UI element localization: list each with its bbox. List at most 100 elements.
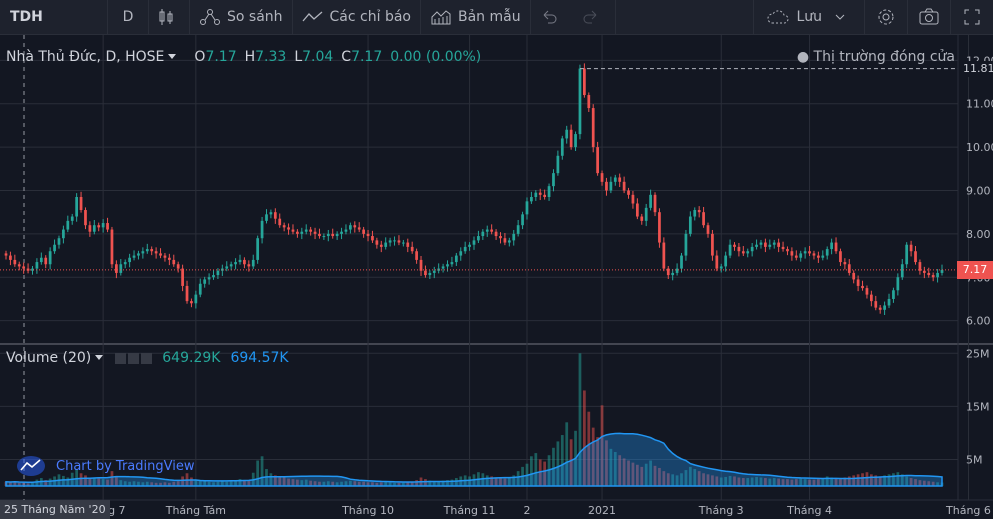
close-icon[interactable] [141, 352, 153, 364]
candle-body [706, 225, 710, 234]
volume-bar [44, 480, 48, 486]
candle-body [75, 197, 79, 217]
redo-icon [583, 10, 596, 24]
settings-button[interactable] [864, 0, 907, 34]
volume-bar [66, 477, 70, 486]
settings-icon[interactable] [128, 352, 140, 364]
volume-bar [843, 477, 847, 486]
compare-button[interactable]: So sánh [190, 0, 293, 34]
candle-body [313, 231, 317, 234]
candle-body [106, 223, 109, 230]
candle-body [39, 257, 43, 263]
volume-ma-value: 694.57K [230, 350, 289, 366]
volume-bar [706, 474, 710, 486]
volume-bar [711, 475, 714, 486]
candle-body [591, 108, 595, 148]
volume-bar [565, 422, 569, 486]
volume-bar [922, 480, 926, 486]
candle-body [613, 177, 617, 182]
volume-bar [794, 479, 798, 486]
volume-bar [132, 481, 136, 486]
candle-body [874, 301, 878, 308]
volume-bar [812, 479, 816, 486]
candle-body [507, 240, 511, 243]
time-tick-label: Tháng 11 [443, 504, 496, 517]
price-tick-label: 8.00 [966, 228, 991, 241]
top-toolbar: TDH D So sánh Các chỉ báo Bản mẫu Lưu [0, 0, 993, 35]
symbol-label: TDH [10, 9, 43, 25]
volume-bar [596, 437, 599, 486]
candle-body [145, 249, 149, 252]
volume-ma-area [5, 432, 943, 487]
candle-body [852, 272, 856, 280]
save-button[interactable]: Lưu [753, 0, 864, 34]
candle-body [207, 277, 211, 280]
high-label: H [244, 49, 256, 65]
undo-button[interactable] [531, 0, 573, 34]
volume-tick-label: 15M [966, 400, 990, 413]
candle-body [172, 259, 176, 265]
fullscreen-button[interactable] [950, 0, 993, 34]
candle-body [516, 225, 520, 234]
volume-bar [605, 440, 608, 486]
volume-title[interactable]: Volume (20) [6, 350, 92, 366]
volume-bar [110, 471, 114, 486]
chart-grid [0, 35, 993, 501]
redo-button[interactable] [573, 0, 616, 34]
volume-bar [309, 480, 313, 486]
candle-body [415, 251, 418, 260]
tradingview-credit[interactable]: Chart by TradingView [16, 455, 194, 477]
high-price-tag: 11.81 [963, 60, 993, 77]
volume-bar [384, 481, 388, 486]
candle-body [931, 275, 935, 278]
time-tick-label: Tháng 3 [698, 504, 744, 517]
volume-bar [362, 481, 365, 486]
candle-body [878, 307, 882, 310]
volume-bar [92, 478, 96, 486]
volume-bar [856, 474, 860, 486]
visibility-icon[interactable] [115, 352, 127, 364]
candle-body [53, 244, 56, 252]
candle-body [688, 216, 692, 234]
volume-bar [101, 479, 105, 486]
legend-title[interactable]: Nhà Thủ Đức, D, HOSE [6, 49, 165, 65]
volume-bar [424, 479, 427, 486]
volume-bar [587, 411, 591, 486]
volume-bar [640, 466, 644, 486]
volume-ma [5, 432, 943, 487]
candle-body [35, 262, 39, 269]
candle-body [733, 244, 736, 247]
volume-bar [865, 472, 869, 486]
candle-body [790, 251, 794, 256]
price-chart[interactable]: 6.007.008.009.0010.0011.0012.005M15M25MT… [0, 35, 993, 519]
candle-body [419, 259, 423, 271]
volume-bar [225, 481, 229, 486]
price-tick-label: 10.00 [966, 141, 993, 154]
candle-body [110, 229, 114, 265]
candle-body [658, 212, 661, 243]
candle-body [909, 244, 913, 252]
interval-button[interactable]: D [108, 0, 149, 34]
volume-bar [768, 478, 772, 486]
chart-style-button[interactable] [149, 0, 190, 34]
symbol-search[interactable]: TDH [0, 0, 108, 34]
candle-body [680, 255, 683, 269]
snapshot-button[interactable] [907, 0, 950, 34]
volume-bar [821, 478, 825, 486]
candle-body [225, 266, 229, 269]
volume-bar [397, 482, 401, 486]
time-tick-label: Tháng 10 [341, 504, 394, 517]
volume-bar [697, 471, 701, 486]
candle-body [278, 218, 282, 226]
candle-body [861, 285, 864, 289]
indicators-button[interactable]: Các chỉ báo [293, 0, 421, 34]
candle-body [764, 242, 767, 247]
candle-body [918, 262, 922, 271]
compare-icon [200, 9, 220, 25]
volume-bar [556, 441, 560, 486]
candle-body [503, 238, 507, 243]
candle-body [401, 242, 405, 244]
volume-bar [326, 481, 330, 486]
templates-button[interactable]: Bản mẫu [421, 0, 531, 34]
caret-down-icon [168, 54, 177, 59]
